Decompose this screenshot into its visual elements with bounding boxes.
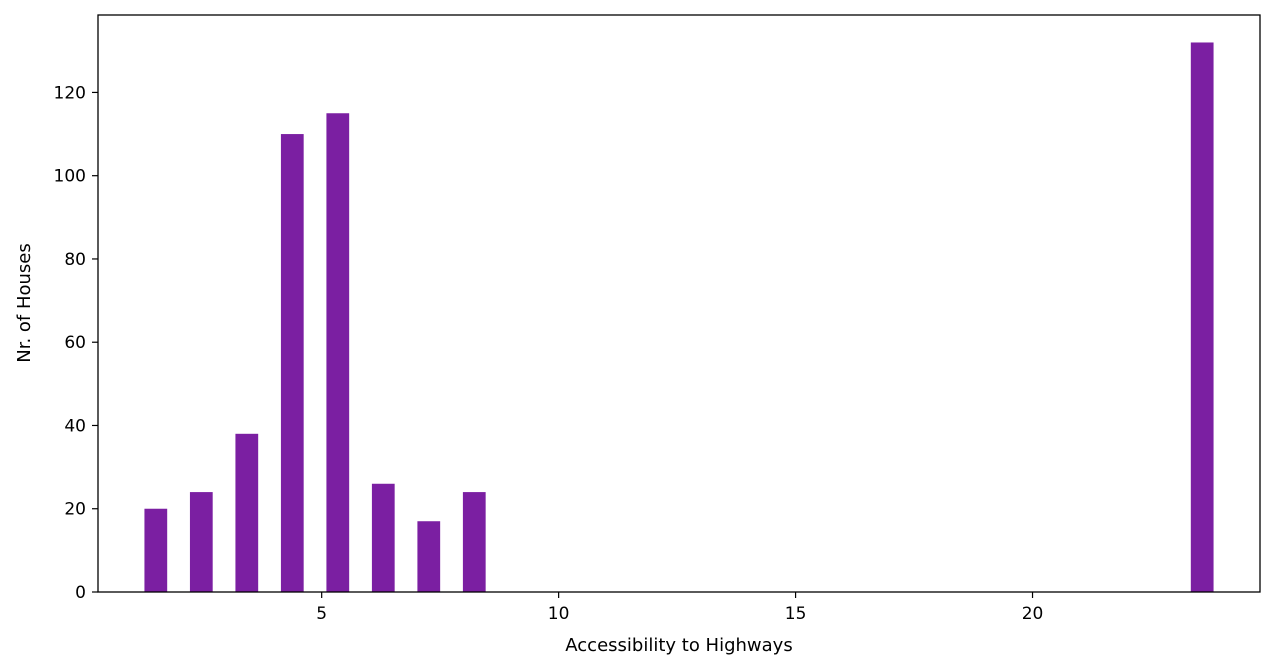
x-tick-label: 15	[785, 604, 807, 624]
bars-layer	[144, 42, 1214, 593]
y-axis-label: Nr. of Houses	[14, 243, 35, 363]
bar	[280, 134, 304, 592]
y-tick-label: 20	[64, 500, 86, 520]
x-tick-label: 5	[316, 604, 327, 624]
bar	[462, 492, 486, 592]
y-tick-label: 80	[64, 250, 86, 270]
x-axis-label: Accessibility to Highways	[565, 635, 792, 656]
y-tick-label: 0	[75, 583, 86, 603]
y-tick-label: 120	[54, 83, 86, 103]
bar	[235, 433, 259, 592]
y-tick-label: 40	[64, 416, 86, 436]
bar	[189, 492, 213, 592]
plot-frame	[97, 14, 1261, 593]
y-tick-label: 100	[54, 167, 86, 187]
x-axis-ticks: 5 10 15 20	[316, 592, 1043, 624]
bar	[371, 483, 395, 592]
bar	[144, 508, 168, 592]
y-tick-label: 60	[64, 333, 86, 353]
y-axis-ticks: 0 20 40 60 80 100 120	[54, 83, 98, 603]
x-tick-label: 20	[1022, 604, 1044, 624]
bar	[1190, 42, 1214, 593]
bar	[417, 521, 441, 592]
x-tick-label: 10	[548, 604, 570, 624]
bar	[326, 113, 350, 592]
